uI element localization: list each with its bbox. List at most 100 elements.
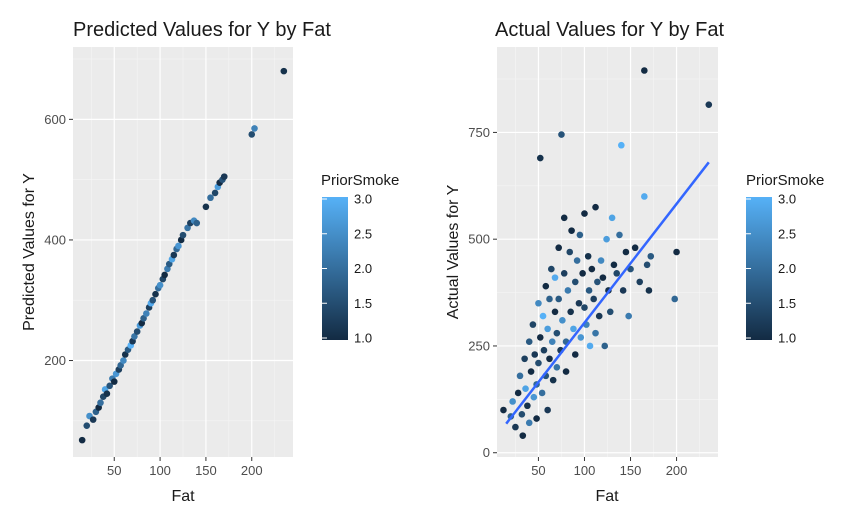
data-point [622, 248, 630, 256]
data-point [571, 278, 579, 286]
data-point [705, 101, 713, 108]
data-point [518, 410, 526, 418]
legend-label: 2.5 [354, 226, 372, 241]
data-point [133, 328, 141, 335]
y-axis-ticks: 0 250 500 750 [468, 125, 497, 460]
data-point [149, 296, 157, 304]
data-point [152, 290, 159, 298]
y-axis-label: Predicted Values for Y [21, 173, 38, 331]
data-point [585, 287, 593, 294]
chart-title: Predicted Values for Y by Fat [73, 19, 331, 41]
legend-label: 1.5 [778, 296, 796, 311]
data-point [519, 432, 527, 439]
data-point [601, 342, 609, 350]
data-point [606, 308, 614, 316]
data-point [608, 214, 616, 222]
data-point [78, 436, 86, 444]
data-point [248, 131, 256, 138]
data-point [641, 193, 648, 200]
data-point [500, 406, 507, 414]
x-axis-ticks: 50 100 150 200 [531, 457, 687, 478]
y-tick-label: 400 [44, 232, 66, 247]
data-point [671, 295, 679, 303]
data-point [575, 299, 583, 307]
data-point [595, 312, 603, 320]
data-point [546, 355, 553, 363]
data-point [599, 274, 607, 281]
legend: PriorSmoke 3.0 2.5 2.0 1.5 1.0 [746, 172, 824, 346]
y-tick-label: 500 [468, 232, 490, 247]
data-point [559, 317, 566, 324]
data-point [536, 154, 544, 162]
data-point [207, 194, 214, 202]
y-tick-label: 600 [44, 112, 66, 127]
data-point [143, 310, 150, 317]
data-point [184, 224, 191, 232]
legend-label: 1.5 [354, 296, 372, 311]
data-point [549, 376, 557, 384]
data-point [140, 315, 147, 322]
legend-labels: 3.0 2.5 2.0 1.5 1.0 [322, 192, 372, 346]
data-point [544, 325, 551, 333]
data-point [538, 389, 546, 397]
data-point [527, 368, 535, 375]
gridlines [497, 47, 718, 457]
chart-predicted: Predicted Values for Y by Fat 50 100 150 20… [21, 19, 399, 505]
data-point [619, 287, 627, 294]
data-point [529, 321, 537, 328]
data-point [631, 244, 639, 252]
data-point [567, 308, 574, 316]
data-point [551, 274, 559, 281]
y-tick-label: 750 [468, 125, 490, 140]
data-point [610, 261, 618, 269]
data-point [509, 398, 516, 405]
scatter-points [500, 67, 713, 439]
legend-label: 1.0 [354, 331, 372, 346]
data-point [555, 244, 562, 252]
data-point [156, 281, 164, 289]
y-tick-label: 250 [468, 338, 490, 353]
data-point [179, 231, 187, 239]
data-point [590, 295, 597, 303]
legend-labels: 3.0 2.5 2.0 1.5 1.0 [746, 192, 796, 346]
legend-label: 2.5 [778, 226, 796, 241]
data-point [551, 308, 559, 316]
data-point [564, 287, 572, 294]
data-point [521, 355, 528, 363]
data-point [636, 278, 644, 286]
data-point [170, 251, 178, 259]
legend-label: 3.0 [354, 192, 372, 207]
trend-line [505, 161, 710, 425]
data-point [165, 260, 173, 268]
data-point [548, 265, 555, 273]
data-point [530, 393, 538, 401]
x-tick-label: 200 [666, 463, 688, 478]
x-tick-label: 50 [531, 463, 545, 478]
data-point [535, 299, 542, 307]
data-point [618, 141, 625, 149]
data-point [89, 416, 97, 423]
data-point [579, 270, 586, 277]
data-point [571, 351, 579, 358]
data-point [577, 334, 585, 341]
data-point [106, 382, 113, 390]
data-point [220, 173, 228, 180]
data-point [581, 210, 588, 217]
data-point [83, 422, 91, 429]
x-tick-label: 100 [149, 463, 171, 478]
data-point [514, 389, 522, 397]
legend-label: 3.0 [778, 192, 796, 207]
x-tick-label: 50 [107, 463, 121, 478]
data-point [603, 235, 610, 243]
data-point [536, 334, 544, 341]
data-point [558, 131, 565, 138]
data-point [573, 257, 581, 264]
x-axis-label: Fat [595, 488, 619, 505]
data-point [522, 385, 529, 392]
data-point [120, 357, 127, 364]
data-point [592, 329, 599, 337]
data-point [553, 329, 561, 337]
data-point [211, 189, 219, 197]
data-point [117, 362, 124, 369]
